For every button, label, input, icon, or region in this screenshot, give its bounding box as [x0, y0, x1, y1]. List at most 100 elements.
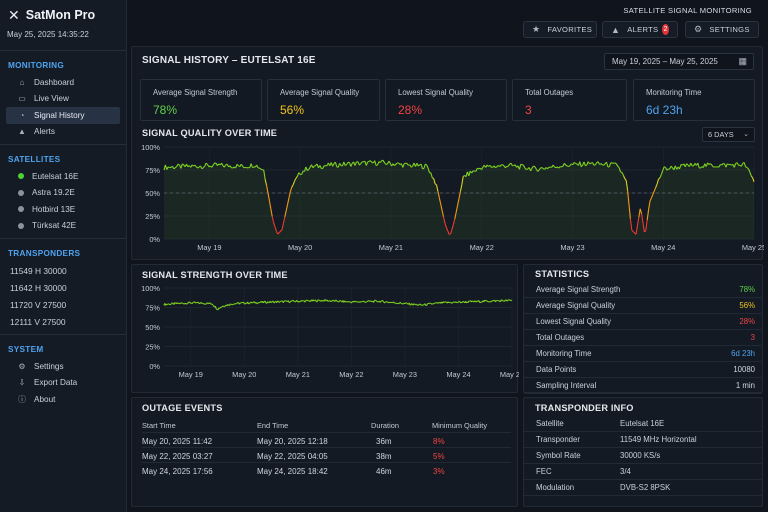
sidebar-item-settings[interactable]: ⚙ Settings [6, 358, 120, 375]
table-row[interactable]: May 22, 2025 03:27 May 22, 2025 04:05 38m 5… [142, 447, 511, 462]
series-line-segment [209, 302, 211, 304]
cell-start: May 24, 2025 17:56 [142, 467, 213, 476]
series-line-segment [579, 161, 582, 167]
series-line-segment [678, 164, 682, 170]
series-line-segment [656, 178, 660, 185]
series-line-segment [191, 164, 194, 167]
transponder-item[interactable]: 11642 H 30000 [10, 282, 67, 293]
series-line-segment [708, 163, 711, 165]
series-line-segment [710, 163, 713, 166]
series-line-segment [747, 168, 751, 173]
series-line-segment [426, 303, 429, 306]
series-line-segment [434, 183, 437, 186]
series-line-segment [398, 162, 401, 165]
series-line-segment [388, 301, 390, 304]
card-monitoring-time: Monitoring Time 6d 23h [633, 79, 755, 121]
stat-value: 6d 23h [731, 349, 755, 358]
series-line-segment [259, 167, 262, 170]
days-select[interactable]: 6 DAYS ⌄ [702, 127, 755, 142]
series-line-segment [486, 300, 489, 303]
series-line-segment [314, 164, 316, 167]
sidebar-item-alerts[interactable]: ▲ Alerts [6, 124, 120, 141]
series-line-segment [285, 204, 289, 211]
card-label: Monitoring Time [646, 88, 702, 97]
series-line-segment [288, 191, 291, 198]
series-line-segment [419, 303, 422, 306]
series-line-segment [552, 164, 555, 168]
strength-chart-panel: SIGNAL STRENGTH OVER TIME 100% 75% 50% 25% 0… [131, 264, 519, 393]
sidebar-item-astra[interactable]: Astra 19.2E [6, 185, 120, 202]
series-line-segment [267, 301, 269, 303]
info-value: Eutelsat 16E [620, 419, 665, 428]
series-line-segment [641, 213, 644, 223]
series-line-segment [617, 165, 620, 168]
series-line-segment [281, 223, 284, 230]
alerts-button[interactable]: ▲ ALERTS 2 [602, 21, 678, 38]
series-line-segment [335, 299, 338, 302]
status-dot-icon [18, 206, 24, 213]
y-tick-label: 25% [145, 212, 160, 221]
series-line-segment [232, 166, 235, 169]
card-avg-strength: Average Signal Strength 78% [140, 79, 262, 121]
table-row[interactable]: May 24, 2025 17:56 May 24, 2025 18:42 46m 3… [142, 462, 511, 477]
series-line-segment [502, 164, 505, 167]
series-line-segment [365, 161, 369, 166]
series-line-segment [212, 162, 216, 166]
sidebar-item-live-view[interactable]: ▭ Live View [6, 91, 120, 108]
series-line-segment [645, 219, 648, 231]
series-line-segment [530, 167, 533, 172]
series-line-segment [265, 184, 269, 194]
sidebar-item-about[interactable]: ⓘ About [6, 391, 120, 408]
series-line-segment [367, 160, 370, 163]
card-value: 28% [398, 103, 423, 117]
stat-value: 28% [739, 317, 755, 326]
series-line-segment [495, 166, 498, 169]
sidebar-item-dashboard[interactable]: ⌂ Dashboard [6, 74, 120, 91]
sidebar-item-hotbird[interactable]: Hotbird 13E [6, 201, 120, 218]
series-line-segment [404, 302, 407, 304]
sidebar-item-eutelsat[interactable]: Eutelsat 16E [6, 168, 120, 185]
series-line-segment [752, 177, 755, 182]
series-line-segment [269, 300, 272, 303]
series-line-segment [650, 194, 654, 198]
date-range-picker[interactable]: May 19, 2025 – May 25, 2025 ▦ [604, 53, 754, 70]
brand[interactable]: ✕ SatMon Pro [0, 0, 126, 30]
series-line-segment [361, 300, 364, 303]
series-line-segment [420, 304, 422, 306]
divider [0, 144, 126, 145]
settings-button[interactable]: ⚙ SETTINGS [685, 21, 759, 38]
series-line-segment [252, 166, 255, 169]
series-line-segment [278, 301, 281, 303]
favorites-button[interactable]: ★ FAVORITES [523, 21, 597, 38]
series-line-segment [287, 197, 290, 205]
transponder-item[interactable]: 11549 H 30000 [10, 265, 67, 276]
series-line-segment [499, 299, 502, 303]
divider [0, 238, 126, 239]
section-satellites: SATELLITES [8, 155, 61, 164]
series-line-segment [614, 162, 617, 165]
series-line-segment [494, 300, 497, 303]
sidebar-item-signal-history[interactable]: ◔ Signal History [6, 107, 120, 124]
series-line-segment [199, 302, 201, 305]
x-tick-label: May 25 [742, 243, 764, 252]
sidebar-item-label: Export Data [34, 378, 78, 388]
series-line-segment [295, 175, 298, 179]
sidebar-item-export-data[interactable]: ⇩ Export Data [6, 375, 120, 392]
card-avg-quality: Average Signal Quality 56% [267, 79, 380, 121]
x-tick-label: May 24 [651, 243, 675, 252]
stat-label: Average Signal Strength [536, 285, 621, 294]
table-row[interactable]: May 20, 2025 11:42 May 20, 2025 12:18 36m 8… [142, 432, 511, 447]
info-label: Satellite [536, 419, 564, 428]
stat-row: Monitoring Time 6d 23h [524, 346, 762, 362]
transponder-item[interactable]: 11720 V 27500 [10, 299, 67, 310]
series-line-segment [556, 166, 560, 169]
series-line-segment [589, 162, 592, 165]
transponder-item[interactable]: 12111 V 27500 [10, 316, 66, 327]
series-line-segment [345, 300, 347, 303]
sidebar-item-turksat[interactable]: Türksat 42E [6, 218, 120, 235]
series-line-segment [451, 301, 454, 304]
series-line-segment [690, 162, 693, 167]
series-line-segment [346, 301, 349, 303]
series-line-segment [217, 307, 220, 311]
series-line-segment [291, 300, 293, 302]
